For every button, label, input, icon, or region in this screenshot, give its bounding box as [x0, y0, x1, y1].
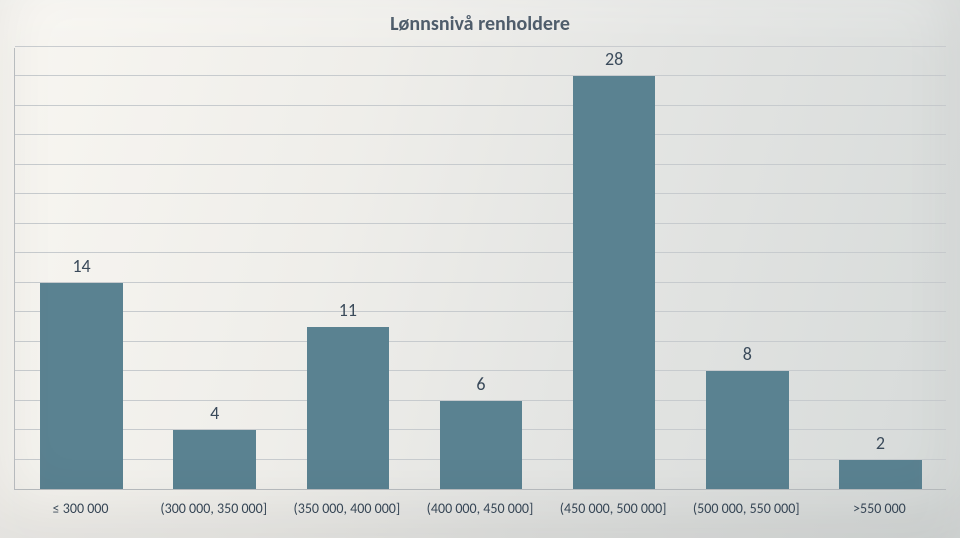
bar: 11: [307, 327, 390, 489]
bar-value-label: 8: [706, 343, 789, 365]
x-axis-label: (400 000, 450 000]: [413, 500, 546, 517]
bar-value-label: 4: [173, 402, 256, 424]
x-axis-label: ≤ 300 000: [14, 500, 147, 517]
chart-plot-area: 1441162882: [14, 48, 946, 490]
bar: 8: [706, 371, 789, 489]
gridline: [15, 341, 946, 342]
gridline: [15, 311, 946, 312]
bar: 4: [173, 430, 256, 489]
bar: 28: [573, 76, 656, 489]
x-axis-label: (300 000, 350 000]: [147, 500, 280, 517]
gridline: [15, 252, 946, 253]
bar: 2: [839, 460, 922, 489]
gridline: [15, 193, 946, 194]
bar-value-label: 2: [839, 432, 922, 454]
gridline: [15, 370, 946, 371]
gridline: [15, 105, 946, 106]
gridline: [15, 164, 946, 165]
bar: 14: [40, 283, 123, 489]
gridline: [15, 223, 946, 224]
bar-value-label: 6: [440, 373, 523, 395]
x-axis-label: >550 000: [813, 500, 946, 517]
gridline: [15, 75, 946, 76]
bar-value-label: 28: [573, 48, 656, 70]
x-axis-label: (500 000, 550 000]: [680, 500, 813, 517]
x-axis-label: (450 000, 500 000]: [547, 500, 680, 517]
gridline: [15, 282, 946, 283]
gridline: [15, 134, 946, 135]
bar: 6: [440, 401, 523, 489]
chart-title: Lønnsnivå renholdere: [0, 12, 960, 36]
x-axis-label: (350 000, 400 000]: [280, 500, 413, 517]
bar-value-label: 11: [307, 299, 390, 321]
bar-value-label: 14: [40, 255, 123, 277]
gridline: [15, 46, 946, 47]
